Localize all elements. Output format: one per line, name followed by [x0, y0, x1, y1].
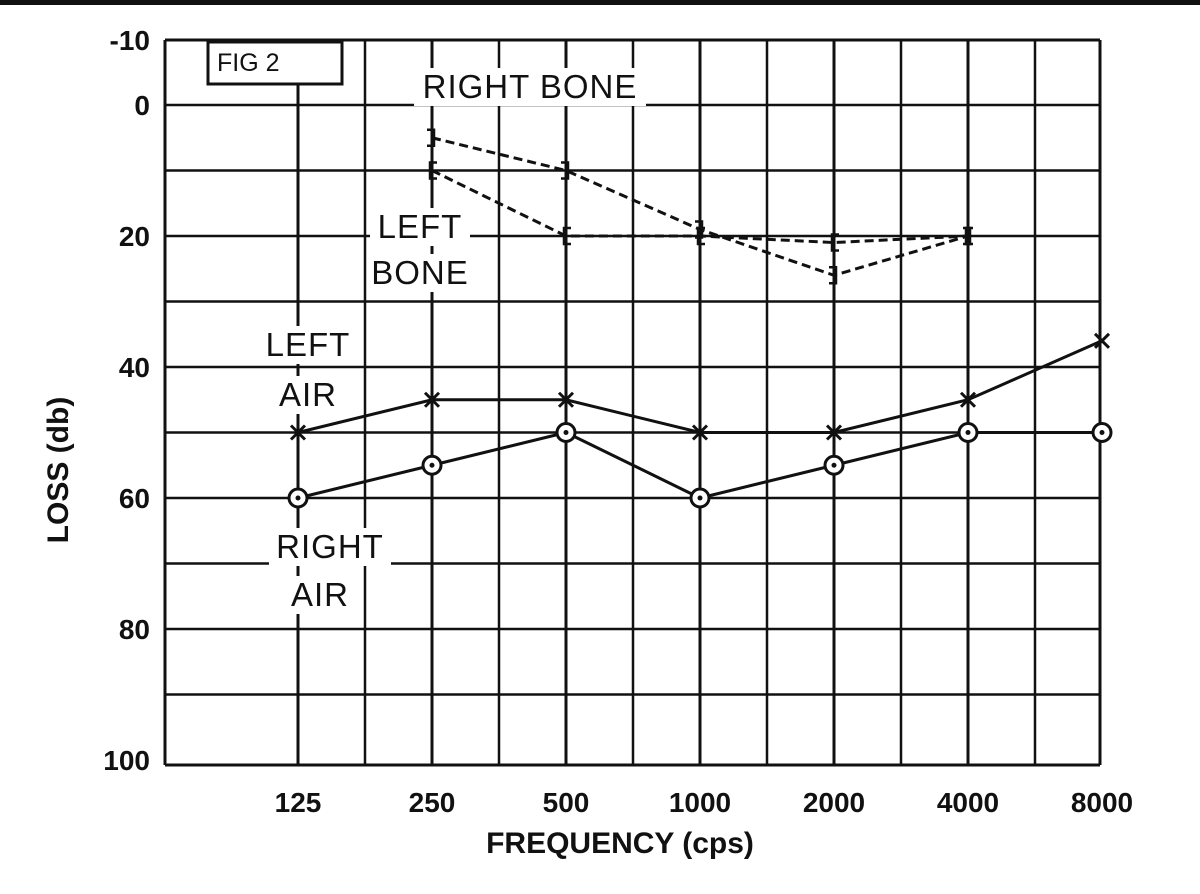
x-tick-labels: 125 250 500 1000 2000 4000 8000 — [275, 787, 1134, 818]
data-point-bracket-right — [427, 128, 436, 147]
series-label-bg — [414, 68, 646, 106]
series-labels: RIGHT BONE LEFT BONE LEFT AIR RIGHT AIR — [258, 68, 646, 614]
y-tick-label: 0 — [134, 90, 150, 121]
x-tick-label: 8000 — [1071, 787, 1133, 818]
data-point-x — [825, 424, 843, 441]
series-label-bg — [370, 208, 470, 246]
series-lines — [287, 128, 1113, 509]
data-point-circle-center — [295, 495, 301, 501]
series-label: LEFT — [266, 326, 351, 363]
series-label: RIGHT — [276, 528, 384, 565]
data-point-bracket-left — [964, 226, 973, 246]
data-point-bracket-right — [561, 161, 570, 180]
data-point-bracket-left — [696, 226, 705, 246]
data-point-x — [423, 391, 441, 408]
x-tick-label: 4000 — [937, 787, 999, 818]
data-point-x — [691, 424, 709, 441]
series-line — [431, 136, 969, 277]
figure-title: FIG 2 — [217, 49, 280, 77]
series-label-bg — [281, 576, 359, 614]
x-tick-label: 250 — [409, 787, 456, 818]
data-point-bracket-left — [428, 161, 437, 180]
top-border — [0, 0, 1200, 5]
x-tick-label: 125 — [275, 787, 322, 818]
y-tick-label: 40 — [119, 352, 150, 383]
data-point-bracket-left — [830, 233, 839, 252]
series-label: AIR — [279, 376, 337, 413]
x-tick-label: 1000 — [669, 787, 731, 818]
series-label-bg — [370, 254, 470, 292]
series-label: AIR — [291, 576, 349, 613]
y-tick-label: 20 — [119, 221, 150, 252]
data-point-circle-center — [563, 430, 569, 435]
x-tick-label: 500 — [543, 787, 590, 818]
x-tick-label: 2000 — [803, 787, 865, 818]
data-point-circle-center — [429, 462, 435, 468]
data-point-x — [959, 391, 977, 408]
data-point-x — [557, 391, 575, 408]
y-tick-label: 80 — [119, 614, 150, 645]
series-label: RIGHT BONE — [423, 68, 638, 105]
series-label-bg — [269, 376, 347, 414]
data-point-circle-center — [831, 462, 837, 468]
series-label: BONE — [371, 254, 469, 291]
y-tick-labels: -10 0 20 40 60 80 100 — [103, 25, 150, 776]
y-tick-label: 100 — [103, 745, 150, 776]
y-tick-label: -10 — [110, 25, 150, 56]
series-line — [431, 169, 969, 245]
y-tick-label: 60 — [119, 483, 150, 514]
x-axis-title: FREQUENCY (cps) — [486, 827, 754, 860]
y-axis-title: LOSS (db) — [42, 397, 75, 544]
data-point-bracket-right — [829, 266, 838, 285]
data-point-circle-center — [965, 430, 971, 435]
series-label-bg — [258, 326, 358, 364]
data-point-circle-center — [697, 495, 703, 501]
data-point-bracket-left — [562, 226, 571, 246]
series-label-bg — [269, 528, 391, 566]
data-point-circle-center — [1099, 430, 1105, 435]
series-label: LEFT — [378, 208, 463, 245]
data-point-x — [1093, 332, 1111, 349]
figure-label: FIG 2 — [206, 40, 344, 86]
data-point-x — [289, 424, 307, 441]
